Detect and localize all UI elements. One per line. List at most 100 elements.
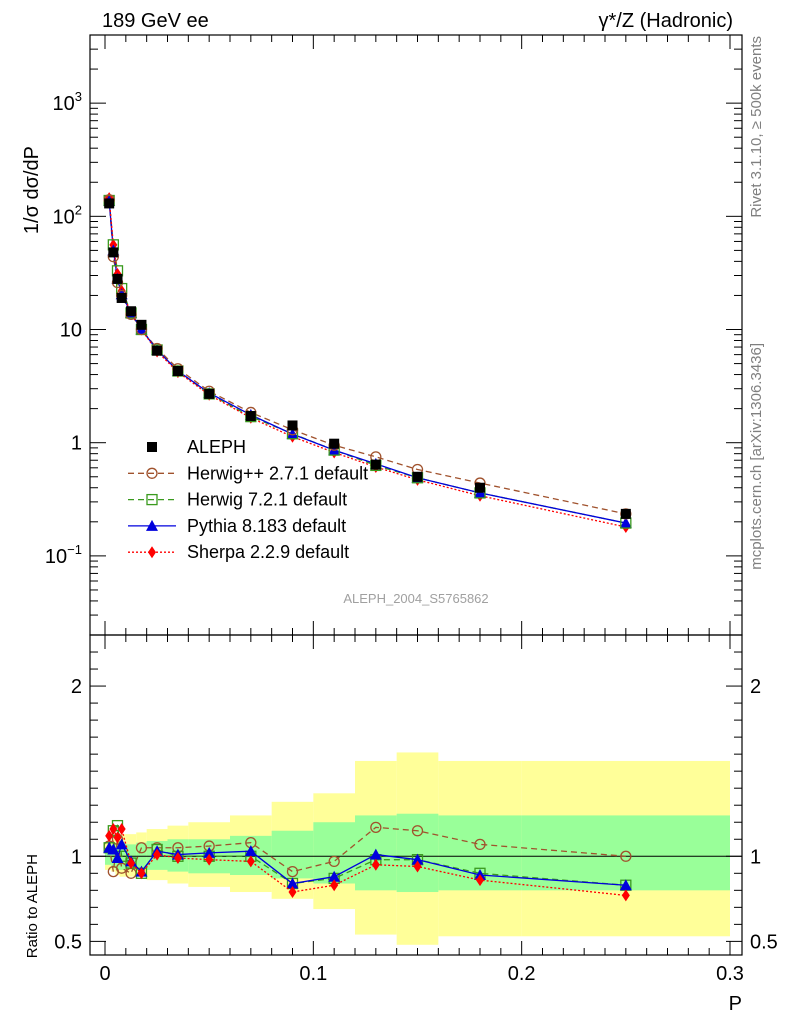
ratio-series-line	[108, 824, 626, 886]
main-series-line	[108, 200, 626, 524]
main-data-point	[126, 306, 137, 317]
main-data-point	[112, 273, 123, 284]
main-data-point	[475, 482, 485, 493]
ratio-data-point	[369, 848, 382, 860]
ratio-data-point	[173, 851, 182, 864]
ratio-data-point	[620, 850, 632, 862]
legend-label: Herwig 7.2.1 default	[187, 490, 347, 510]
ratio-y-tick-label-right: 2	[750, 676, 761, 698]
ratio-data-point	[371, 858, 380, 871]
ratio-data-point	[205, 853, 214, 866]
legend-label: Herwig++ 2.7.1 default	[187, 463, 368, 483]
ratio-data-point	[286, 865, 299, 878]
main-data-point	[136, 319, 147, 330]
legend-marker	[146, 467, 158, 479]
ratio-data-point	[117, 823, 126, 836]
y-tick-label: 1	[71, 433, 82, 455]
ratio-data-point	[135, 842, 148, 854]
main-data-point	[245, 411, 256, 422]
y-tick-label: 10−1	[45, 542, 82, 568]
ratio-y-tick-label: 1	[71, 846, 82, 868]
ratio-data-point	[288, 886, 297, 899]
ratio-frame	[89, 634, 743, 956]
main-data-point	[104, 198, 115, 209]
x-tick-label: 0.1	[299, 963, 327, 985]
ratio-data-point	[111, 851, 124, 863]
axes: 0 0.1 0.2 0.3 10−1 1 10 102 103 0.5 0.5 1 1 2 2	[45, 34, 778, 985]
main-data-point	[116, 292, 127, 303]
legend-marker	[146, 519, 158, 531]
ratio-data-point	[137, 867, 146, 880]
ratio-data-point	[621, 889, 630, 902]
ratio-data-point	[413, 860, 422, 873]
stat-band-bin	[136, 842, 147, 869]
legend-label: Sherpa 2.2.9 default	[187, 542, 349, 562]
ratio-data-point	[328, 870, 341, 882]
ratio-series	[103, 819, 632, 902]
main-data-point	[108, 247, 119, 258]
ratio-data-point	[411, 825, 424, 837]
stat-band-bin	[521, 815, 730, 891]
ratio-data-point	[127, 857, 136, 870]
main-series	[103, 192, 632, 533]
main-data-point	[370, 459, 381, 470]
ratio-series-line	[108, 826, 626, 875]
ratio-y-tick-label-right: 1	[750, 846, 761, 868]
mcplots-source-text: mcplots.cern.ch [arXiv:1306.3436]	[748, 343, 765, 570]
ratio-y-tick-label-right: 0.5	[750, 931, 778, 953]
ratio-data-point	[105, 829, 114, 842]
analysis-id: ALEPH_2004_S5765862	[343, 591, 488, 606]
x-axis-label: P	[729, 993, 742, 1015]
ratio-bands	[90, 752, 742, 945]
ratio-data-point	[328, 855, 340, 868]
legend: ALEPH Herwig++ 2.7.1 default Herwig 7.2.1 …	[128, 437, 368, 562]
main-data-point	[620, 508, 631, 519]
ratio-data-point	[246, 855, 255, 868]
ratio-y-tick-label: 0.5	[54, 931, 82, 953]
ratio-data-point	[153, 848, 162, 861]
main-data-point	[329, 438, 340, 449]
ratio-series-line	[108, 827, 626, 897]
x-tick-label: 0.2	[508, 963, 536, 985]
ratio-data-point	[244, 845, 257, 857]
ratio-data-point	[115, 838, 128, 850]
legend-label: Pythia 8.183 default	[187, 516, 346, 536]
header-right: γ*/Z (Hadronic)	[599, 10, 733, 32]
ratio-data-point	[109, 823, 118, 836]
main-data-point	[412, 471, 423, 482]
rivet-version-text: Rivet 3.1.10, ≥ 500k events	[748, 36, 765, 218]
main-data-point	[204, 388, 215, 399]
ratio-data-point	[113, 831, 122, 844]
stat-band-bin	[396, 813, 439, 893]
y-tick-label: 10	[60, 320, 82, 342]
ratio-ylabel: Ratio to ALEPH	[24, 854, 41, 958]
legend-marker	[147, 442, 157, 452]
header-left: 189 GeV ee	[102, 10, 209, 32]
main-data-point	[152, 345, 163, 356]
ratio-data-point	[203, 846, 216, 858]
ratio-data-point	[107, 843, 120, 855]
ratio-data-point	[286, 877, 299, 889]
y-tick-label: 102	[53, 202, 82, 228]
ratio-data-point	[476, 874, 484, 887]
ratio-data-point	[474, 838, 486, 851]
ratio-y-tick-label: 2	[71, 676, 82, 698]
legend-marker	[148, 546, 156, 559]
ratio-data-point	[330, 879, 339, 892]
legend-label: ALEPH	[187, 437, 246, 457]
main-ylabel: 1/σ dσ/dP	[21, 146, 43, 234]
main-data-point	[287, 420, 298, 431]
x-tick-label: 0	[99, 963, 110, 985]
ratio-data-point	[619, 879, 632, 891]
y-tick-label: 103	[53, 89, 82, 115]
x-tick-label: 0.3	[716, 963, 744, 985]
legend-marker	[146, 493, 158, 506]
ratio-data-point	[411, 853, 424, 865]
ratio-series-line	[108, 842, 626, 886]
main-data-point	[172, 366, 183, 377]
ratio-data-point	[370, 821, 382, 833]
main-data-point	[286, 428, 299, 440]
main-data-point	[619, 517, 632, 529]
